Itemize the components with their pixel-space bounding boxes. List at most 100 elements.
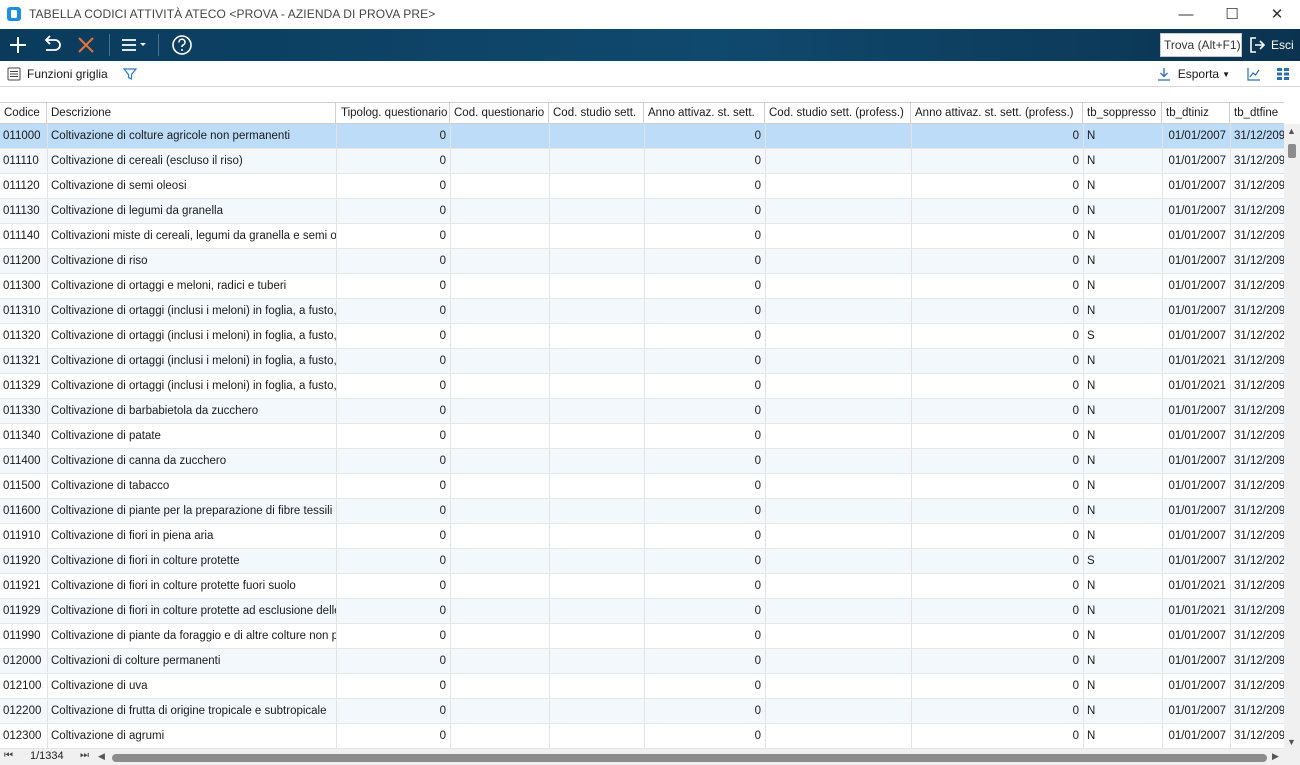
cell-tb-dtfine[interactable]: 31/12/209: [1234, 380, 1284, 392]
table-row[interactable]: 012200 Coltivazione di frutta di origine …: [0, 699, 1284, 724]
cell-cod-studio-profess[interactable]: [765, 349, 911, 374]
cell-cod-questionario[interactable]: [450, 374, 549, 399]
cell-cod-studio-sett[interactable]: [549, 699, 644, 724]
cell-codice[interactable]: 011140: [3, 230, 40, 242]
cell-descrizione[interactable]: Coltivazione di piante per la preparazio…: [51, 505, 333, 517]
cell-cod-studio-profess[interactable]: [765, 449, 911, 474]
cell-descrizione[interactable]: Coltivazione di ortaggi (inclusi i melon…: [51, 355, 336, 367]
cell-codice[interactable]: 011500: [3, 480, 41, 492]
cell-cod-studio-profess[interactable]: [765, 649, 911, 674]
cell-anno-attivaz-profess[interactable]: 0: [1072, 155, 1079, 167]
cell-cod-questionario[interactable]: [450, 124, 549, 149]
cell-cod-studio-profess[interactable]: [765, 574, 911, 599]
cell-cod-questionario[interactable]: [450, 524, 549, 549]
cell-anno-attivaz[interactable]: 0: [754, 680, 761, 692]
cell-tb-dtfine[interactable]: 31/12/209: [1234, 630, 1284, 642]
cell-tipolog-questionario[interactable]: 0: [439, 330, 446, 342]
cell-tb-dtfine[interactable]: 31/12/209: [1234, 130, 1284, 142]
table-row[interactable]: 011921 Coltivazione di fiori in colture p…: [0, 574, 1284, 599]
cell-codice[interactable]: 011320: [3, 330, 41, 342]
cell-anno-attivaz-profess[interactable]: 0: [1072, 705, 1079, 717]
cell-cod-studio-profess[interactable]: [765, 299, 911, 324]
cell-tb-dtiniz[interactable]: 01/01/2007: [1168, 255, 1226, 267]
cell-descrizione[interactable]: Coltivazione di fiori in colture protett…: [51, 605, 336, 617]
cell-anno-attivaz[interactable]: 0: [754, 480, 761, 492]
cell-descrizione[interactable]: Coltivazione di ortaggi (inclusi i melon…: [51, 380, 336, 392]
cell-anno-attivaz-profess[interactable]: 0: [1072, 730, 1079, 742]
cell-cod-studio-sett[interactable]: [549, 124, 644, 149]
cell-cod-studio-profess[interactable]: [765, 699, 911, 724]
cell-tb-dtfine[interactable]: 31/12/209: [1234, 580, 1284, 592]
column-header-tb-dtfine[interactable]: tb_dtfine: [1234, 107, 1279, 119]
cell-cod-studio-sett[interactable]: [549, 549, 644, 574]
cell-anno-attivaz[interactable]: 0: [754, 155, 761, 167]
cell-tb-dtfine[interactable]: 31/12/209: [1234, 180, 1284, 192]
table-row[interactable]: 011400 Coltivazione di canna da zucchero 0…: [0, 449, 1284, 474]
cell-cod-questionario[interactable]: [450, 424, 549, 449]
cell-cod-studio-profess[interactable]: [765, 174, 911, 199]
cell-cod-studio-profess[interactable]: [765, 374, 911, 399]
scroll-right-icon[interactable]: ▶: [1272, 751, 1279, 761]
cell-cod-questionario[interactable]: [450, 299, 549, 324]
cell-tb-dtfine[interactable]: 31/12/202: [1234, 330, 1284, 342]
cell-tb-dtiniz[interactable]: 01/01/2007: [1168, 555, 1226, 567]
cell-tipolog-questionario[interactable]: 0: [439, 380, 446, 392]
cell-tipolog-questionario[interactable]: 0: [439, 230, 446, 242]
cell-tb-soppresso[interactable]: N: [1087, 255, 1096, 267]
horizontal-scroll-thumb[interactable]: [112, 754, 1267, 762]
cell-tb-soppresso[interactable]: N: [1087, 180, 1096, 192]
menu-button[interactable]: [116, 29, 152, 61]
cell-tb-soppresso[interactable]: N: [1087, 205, 1096, 217]
cell-anno-attivaz-profess[interactable]: 0: [1072, 255, 1079, 267]
cell-tipolog-questionario[interactable]: 0: [439, 555, 446, 567]
last-record-icon[interactable]: ⏭: [80, 750, 89, 761]
cell-anno-attivaz[interactable]: 0: [754, 730, 761, 742]
cell-codice[interactable]: 011990: [3, 630, 41, 642]
cell-tb-soppresso[interactable]: N: [1087, 230, 1096, 242]
cell-cod-studio-profess[interactable]: [765, 424, 911, 449]
cell-tipolog-questionario[interactable]: 0: [439, 455, 446, 467]
cell-cod-studio-profess[interactable]: [765, 149, 911, 174]
cell-codice[interactable]: 012300: [3, 730, 42, 742]
cell-tb-dtiniz[interactable]: 01/01/2021: [1168, 380, 1226, 392]
cell-tb-dtiniz[interactable]: 01/01/2007: [1168, 730, 1226, 742]
vertical-scroll-thumb[interactable]: [1288, 144, 1296, 158]
cell-tb-dtiniz[interactable]: 01/01/2007: [1168, 180, 1226, 192]
cell-tipolog-questionario[interactable]: 0: [439, 655, 446, 667]
cell-anno-attivaz-profess[interactable]: 0: [1072, 305, 1079, 317]
cell-tb-dtiniz[interactable]: 01/01/2007: [1168, 480, 1226, 492]
cell-tipolog-questionario[interactable]: 0: [439, 630, 446, 642]
cell-cod-questionario[interactable]: [450, 474, 549, 499]
column-header-tb-soppresso[interactable]: tb_soppresso: [1083, 103, 1162, 124]
cell-anno-attivaz[interactable]: 0: [754, 205, 761, 217]
export-button[interactable]: Esporta ▼: [1156, 66, 1230, 82]
cell-anno-attivaz-profess[interactable]: 0: [1072, 530, 1079, 542]
cell-anno-attivaz[interactable]: 0: [754, 655, 761, 667]
undo-button[interactable]: [35, 29, 69, 61]
cell-tb-dtfine[interactable]: 31/12/209: [1234, 680, 1284, 692]
cell-tb-soppresso[interactable]: N: [1087, 730, 1096, 742]
cell-tipolog-questionario[interactable]: 0: [439, 280, 446, 292]
cell-cod-studio-sett[interactable]: [549, 424, 644, 449]
table-row[interactable]: 011110 Coltivazione di cereali (escluso i…: [0, 149, 1284, 174]
cell-cod-questionario[interactable]: [450, 649, 549, 674]
scroll-left-icon[interactable]: ◀: [98, 751, 105, 761]
cell-cod-questionario[interactable]: [450, 499, 549, 524]
cell-anno-attivaz-profess[interactable]: 0: [1072, 230, 1079, 242]
cell-tb-dtfine[interactable]: 31/12/209: [1234, 355, 1284, 367]
cell-codice[interactable]: 012000: [3, 655, 42, 667]
cell-tipolog-questionario[interactable]: 0: [439, 480, 446, 492]
cell-anno-attivaz-profess[interactable]: 0: [1072, 205, 1079, 217]
cell-cod-questionario[interactable]: [450, 724, 549, 749]
cell-codice[interactable]: 011929: [3, 605, 41, 617]
cell-cod-questionario[interactable]: [450, 274, 549, 299]
cell-codice[interactable]: 011300: [3, 280, 41, 292]
cell-tb-soppresso[interactable]: N: [1087, 430, 1096, 442]
cell-anno-attivaz[interactable]: 0: [754, 330, 761, 342]
cell-cod-studio-profess[interactable]: [765, 124, 911, 149]
cell-tb-dtiniz[interactable]: 01/01/2007: [1168, 405, 1226, 417]
cell-tb-dtfine[interactable]: 31/12/209: [1234, 530, 1284, 542]
cell-cod-studio-profess[interactable]: [765, 249, 911, 274]
cell-anno-attivaz[interactable]: 0: [754, 380, 761, 392]
cell-codice[interactable]: 011310: [3, 305, 41, 317]
